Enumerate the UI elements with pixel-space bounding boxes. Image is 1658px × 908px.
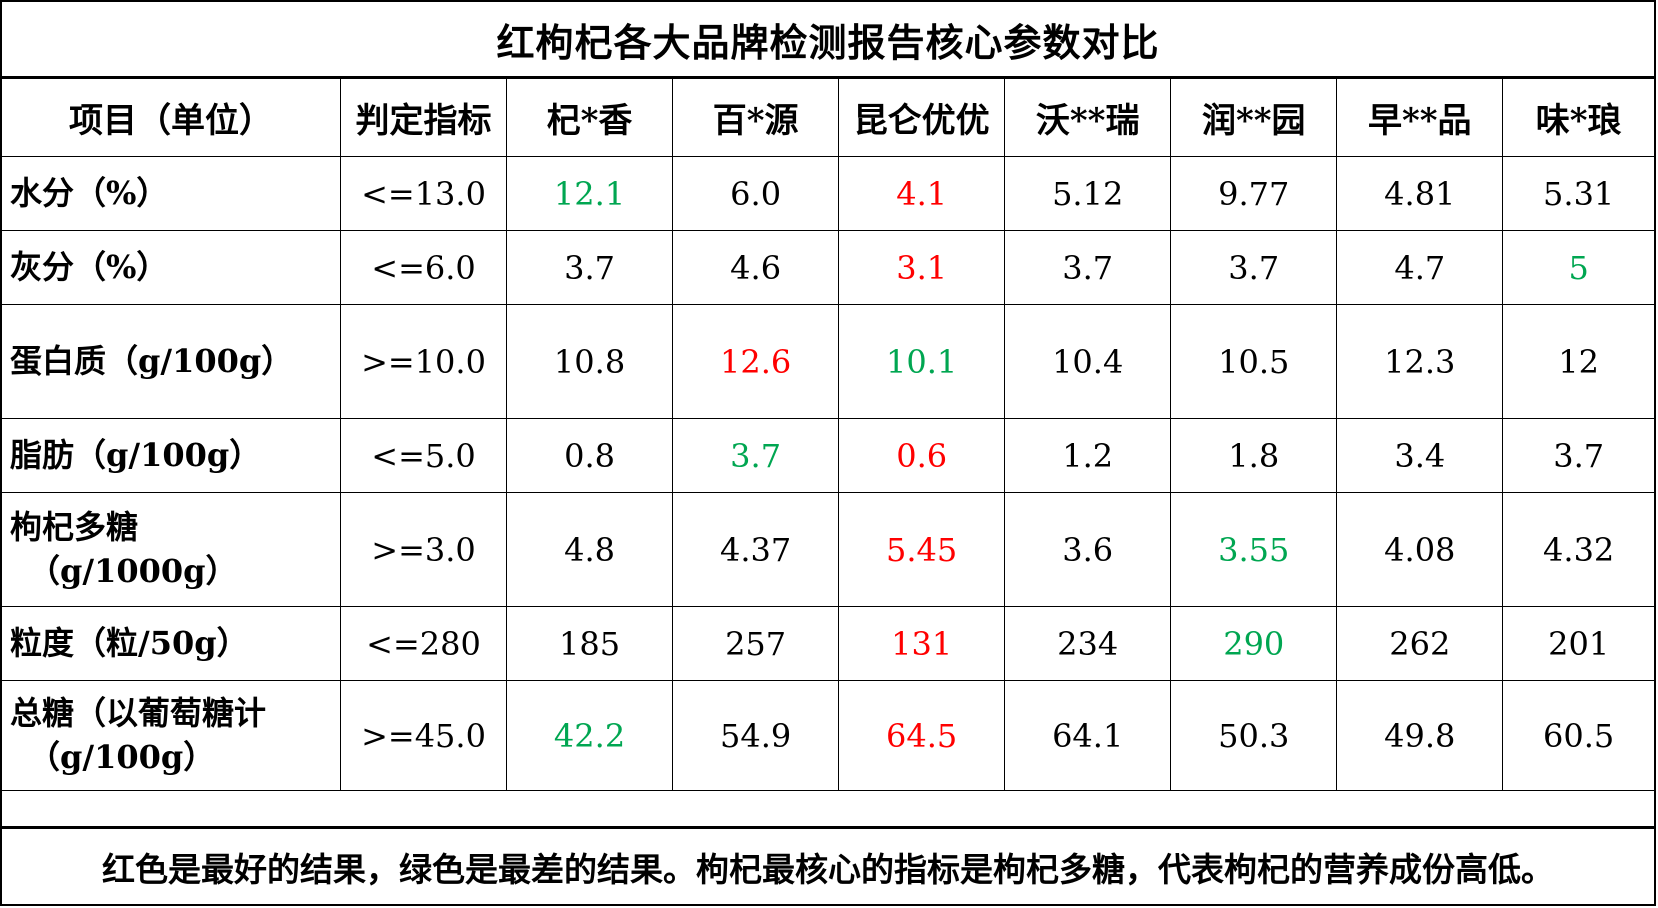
- value-cell: 3.1: [838, 230, 1006, 305]
- value-cell: 3.7: [1004, 230, 1172, 305]
- standard-cell: <=6.0: [339, 230, 508, 305]
- value-cell: 3.7: [1502, 418, 1654, 493]
- value-cell: 1.2: [1004, 418, 1172, 493]
- value-cell: 4.37: [672, 492, 840, 607]
- table-row: 水分（%） <=13.0 12.1 6.0 4.1 5.12 9.77 4.81 5.31: [2, 156, 1654, 231]
- value-cell: 262: [1336, 606, 1504, 681]
- header-brand: 百*源: [672, 78, 840, 157]
- row-label: 灰分（%）: [2, 230, 341, 305]
- row-label-line: 蛋白质（g/100g）: [10, 341, 294, 380]
- footnote: 红色是最好的结果，绿色是最差的结果。枸杞最核心的指标是枸杞多糖，代表枸杞的营养成…: [2, 826, 1654, 906]
- value-cell: 9.77: [1170, 156, 1338, 231]
- row-label-line: 灰分（%）: [10, 247, 169, 286]
- header-item: 项目（单位）: [2, 78, 341, 157]
- row-label: 蛋白质（g/100g）: [2, 304, 341, 419]
- header-brand: 早**品: [1336, 78, 1504, 157]
- standard-cell: >=3.0: [339, 492, 508, 607]
- row-label-line: 枸杞多糖: [10, 508, 139, 547]
- value-cell: 290: [1170, 606, 1338, 681]
- header-brand: 沃**瑞: [1004, 78, 1172, 157]
- table-title: 红枸杞各大品牌检测报告核心参数对比: [2, 0, 1654, 78]
- standard-cell: <=280: [339, 606, 508, 681]
- value-cell: 49.8: [1336, 680, 1504, 791]
- header-row: 项目（单位） 判定指标 杞*香 百*源 昆仑优优 沃**瑞 润**园 早**品 …: [2, 78, 1654, 157]
- value-cell: 4.08: [1336, 492, 1504, 607]
- value-cell: 10.8: [506, 304, 674, 419]
- value-cell: 42.2: [506, 680, 674, 791]
- value-cell: 4.7: [1336, 230, 1504, 305]
- value-cell: 1.8: [1170, 418, 1338, 493]
- value-cell: 0.8: [506, 418, 674, 493]
- row-label-line: （g/1000g）: [28, 551, 238, 590]
- row-label-line: 水分（%）: [10, 173, 169, 212]
- value-cell: 12.6: [672, 304, 840, 419]
- row-label: 粒度（粒/50g）: [2, 606, 341, 681]
- value-cell: 3.55: [1170, 492, 1338, 607]
- table-row: 脂肪（g/100g） <=5.0 0.8 3.7 0.6 1.2 1.8 3.4 3.7: [2, 418, 1654, 493]
- table-row: 总糖（以葡萄糖计 （g/100g） >=45.0 42.2 54.9 64.5 64.1 50…: [2, 680, 1654, 791]
- value-cell: 54.9: [672, 680, 840, 791]
- header-standard: 判定指标: [339, 78, 508, 157]
- table-body: 项目（单位） 判定指标 杞*香 百*源 昆仑优优 沃**瑞 润**园 早**品 …: [2, 78, 1654, 791]
- value-cell: 60.5: [1502, 680, 1654, 791]
- value-cell: 4.81: [1336, 156, 1504, 231]
- row-label: 水分（%）: [2, 156, 341, 231]
- row-label-line: 粒度（粒/50g）: [10, 623, 249, 662]
- value-cell: 5.31: [1502, 156, 1654, 231]
- comparison-table: 项目（单位） 判定指标 杞*香 百*源 昆仑优优 沃**瑞 润**园 早**品 …: [2, 78, 1654, 791]
- value-cell: 12: [1502, 304, 1654, 419]
- row-label: 枸杞多糖 （g/1000g）: [2, 492, 341, 607]
- value-cell: 3.7: [1170, 230, 1338, 305]
- row-label: 总糖（以葡萄糖计 （g/100g）: [2, 680, 341, 791]
- value-cell: 50.3: [1170, 680, 1338, 791]
- value-cell: 5: [1502, 230, 1654, 305]
- value-cell: 4.32: [1502, 492, 1654, 607]
- header-brand: 味*琅: [1502, 78, 1654, 157]
- value-cell: 12.1: [506, 156, 674, 231]
- row-label-line: （g/100g）: [28, 737, 216, 776]
- standard-cell: <=13.0: [339, 156, 508, 231]
- value-cell: 131: [838, 606, 1006, 681]
- header-brand: 杞*香: [506, 78, 674, 157]
- value-cell: 12.3: [1336, 304, 1504, 419]
- standard-cell: <=5.0: [339, 418, 508, 493]
- value-cell: 6.0: [672, 156, 840, 231]
- value-cell: 10.4: [1004, 304, 1172, 419]
- value-cell: 3.7: [672, 418, 840, 493]
- value-cell: 5.45: [838, 492, 1006, 607]
- value-cell: 10.5: [1170, 304, 1338, 419]
- value-cell: 234: [1004, 606, 1172, 681]
- value-cell: 257: [672, 606, 840, 681]
- value-cell: 185: [506, 606, 674, 681]
- header-brand: 昆仑优优: [838, 78, 1006, 157]
- value-cell: 3.6: [1004, 492, 1172, 607]
- value-cell: 4.6: [672, 230, 840, 305]
- row-label: 脂肪（g/100g）: [2, 418, 341, 493]
- value-cell: 4.1: [838, 156, 1006, 231]
- table-row: 灰分（%） <=6.0 3.7 4.6 3.1 3.7 3.7 4.7 5: [2, 230, 1654, 305]
- standard-cell: >=45.0: [339, 680, 508, 791]
- value-cell: 0.6: [838, 418, 1006, 493]
- header-brand: 润**园: [1170, 78, 1338, 157]
- value-cell: 3.4: [1336, 418, 1504, 493]
- value-cell: 3.7: [506, 230, 674, 305]
- table-row: 蛋白质（g/100g） >=10.0 10.8 12.6 10.1 10.4 10.5 12.…: [2, 304, 1654, 419]
- standard-cell: >=10.0: [339, 304, 508, 419]
- value-cell: 10.1: [838, 304, 1006, 419]
- value-cell: 201: [1502, 606, 1654, 681]
- table-row: 枸杞多糖 （g/1000g） >=3.0 4.8 4.37 5.45 3.6 3.55 4.08…: [2, 492, 1654, 607]
- value-cell: 4.8: [506, 492, 674, 607]
- row-label-line: 总糖（以葡萄糖计: [10, 694, 267, 733]
- table-row: 粒度（粒/50g） <=280 185 257 131 234 290 262 201: [2, 606, 1654, 681]
- row-label-line: 脂肪（g/100g）: [10, 435, 262, 474]
- value-cell: 64.5: [838, 680, 1006, 791]
- value-cell: 64.1: [1004, 680, 1172, 791]
- value-cell: 5.12: [1004, 156, 1172, 231]
